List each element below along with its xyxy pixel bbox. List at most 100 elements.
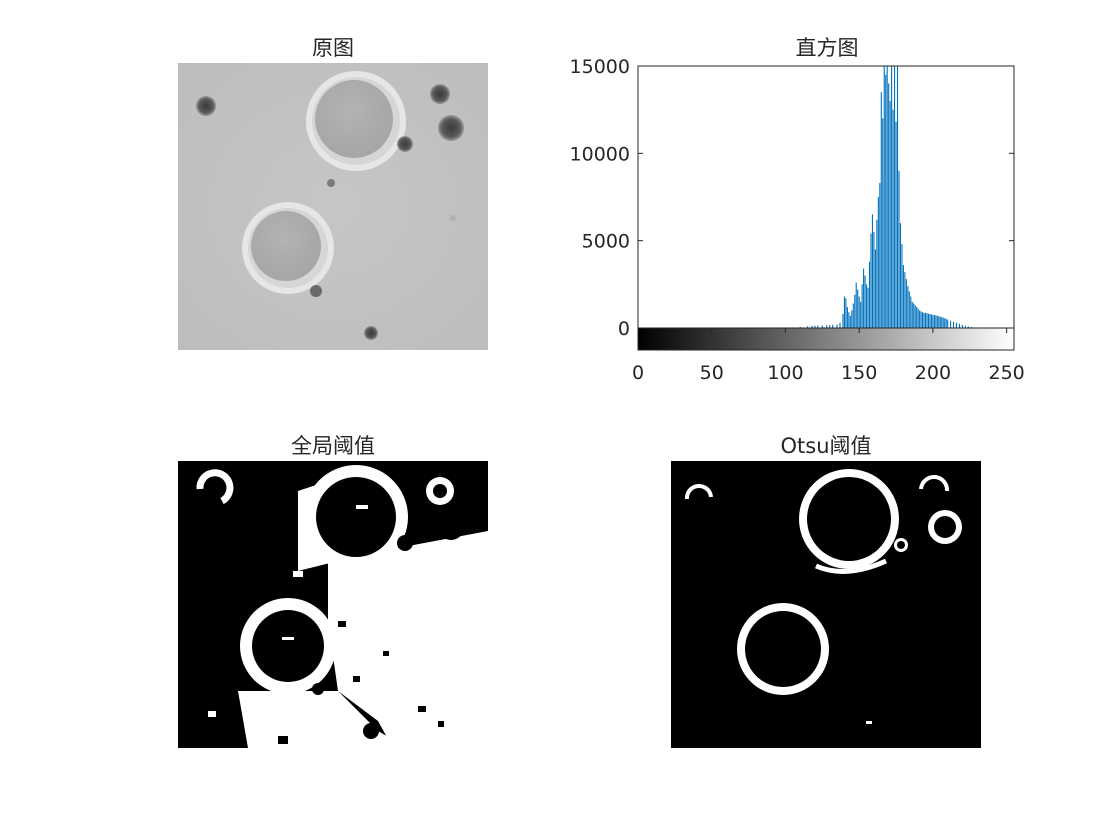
histogram-bar xyxy=(914,305,916,328)
histogram-bar xyxy=(950,320,952,328)
x-tick-label: 250 xyxy=(988,362,1024,384)
histogram-bar xyxy=(876,219,878,328)
histogram-bar xyxy=(874,249,876,328)
histogram-bar xyxy=(877,197,879,328)
histogram-bar xyxy=(935,315,937,328)
histogram-bar xyxy=(916,307,918,328)
histogram-bar xyxy=(817,325,819,328)
histogram-bar xyxy=(944,318,946,328)
histogram-bar xyxy=(904,272,906,328)
histogram-bar xyxy=(814,325,816,328)
histogram-bar xyxy=(967,326,969,328)
histogram-bar xyxy=(882,118,884,329)
histogram-bar xyxy=(883,66,885,328)
histogram-bar xyxy=(852,303,854,328)
histogram-bar xyxy=(919,310,921,328)
histogram-title: 直方图 xyxy=(795,36,859,60)
histogram-bar xyxy=(955,322,958,328)
histogram-bar xyxy=(848,312,850,328)
histogram-bar xyxy=(867,287,869,328)
x-tick-label: 50 xyxy=(700,362,724,384)
histogram-bar xyxy=(898,170,900,328)
histogram-plot-frame xyxy=(637,65,1015,329)
histogram-bar xyxy=(952,321,955,328)
histogram-bar xyxy=(868,261,871,328)
histogram-bar xyxy=(924,312,927,328)
histogram-bar xyxy=(922,312,924,328)
histogram-bar xyxy=(886,66,888,328)
histogram-bar xyxy=(864,275,866,328)
histogram-bar xyxy=(910,296,912,328)
histogram-bar xyxy=(926,313,928,328)
histogram-bar xyxy=(938,316,940,328)
histogram-bar xyxy=(920,311,922,328)
grayscale-colorbar xyxy=(637,327,1015,351)
histogram-bar xyxy=(829,325,831,328)
histogram-bar xyxy=(939,316,941,328)
histogram-bar xyxy=(902,265,904,328)
histogram-bar xyxy=(961,324,963,328)
histogram-bar xyxy=(873,231,875,328)
y-tick-label: 15000 xyxy=(570,56,630,78)
y-tick-label: 5000 xyxy=(582,231,630,253)
histogram-bar xyxy=(901,244,903,328)
histogram-bar xyxy=(929,314,931,328)
histogram-bar xyxy=(832,324,834,328)
original-image-title: 原图 xyxy=(312,36,354,60)
histogram-bar xyxy=(807,326,809,328)
histogram-bar xyxy=(836,324,838,328)
original-image xyxy=(178,63,488,350)
histogram-bar xyxy=(942,317,944,328)
histogram-bar xyxy=(851,310,853,328)
histogram-bar xyxy=(826,325,828,328)
histogram-bar xyxy=(870,233,872,328)
histogram-bar xyxy=(932,314,934,328)
y-tick-label: 10000 xyxy=(570,143,630,165)
histogram-bar xyxy=(923,312,925,328)
histogram-bar xyxy=(843,296,845,328)
histogram-bar xyxy=(842,314,844,328)
x-tick-label: 150 xyxy=(841,362,877,384)
x-tick-label: 200 xyxy=(915,362,951,384)
histogram-bar xyxy=(908,291,910,328)
histogram-bar xyxy=(861,284,863,328)
histogram-bar xyxy=(907,286,909,328)
histogram-bar xyxy=(913,303,915,328)
otsu-threshold-image xyxy=(671,461,981,748)
histogram-bar xyxy=(871,214,873,328)
x-tick-label: 100 xyxy=(767,362,803,384)
histogram-bar xyxy=(941,317,943,328)
histogram-bar xyxy=(891,66,893,328)
histogram-bar xyxy=(895,121,897,328)
histogram-bar xyxy=(958,323,960,328)
histogram-bar xyxy=(888,83,890,328)
histogram-bar xyxy=(865,284,868,328)
histogram-chart: 0 5000 10000 15000 0 50 100 150 200 250 xyxy=(570,56,1025,384)
histogram-bar xyxy=(821,325,823,328)
histogram-bar xyxy=(927,313,930,328)
histogram-bar xyxy=(947,319,949,328)
histogram-bar xyxy=(905,279,907,328)
histogram-bar xyxy=(849,315,851,328)
histogram-bar xyxy=(854,294,856,328)
x-tick-label: 0 xyxy=(632,362,644,384)
histogram-bar xyxy=(911,301,913,328)
histogram-bar xyxy=(879,183,881,328)
global-threshold-title: 全局阈值 xyxy=(291,434,375,458)
histogram-bar xyxy=(846,307,848,328)
histogram-bar xyxy=(857,289,859,328)
histogram-bar xyxy=(811,325,813,328)
histogram-bar xyxy=(839,322,841,328)
histogram-bar xyxy=(855,282,857,328)
histogram-bar xyxy=(858,296,860,328)
histogram-bar xyxy=(894,66,896,328)
histogram-bar xyxy=(896,66,899,328)
otsu-threshold-title: Otsu阈值 xyxy=(780,434,872,458)
histogram-bar xyxy=(899,223,902,328)
histogram-bar xyxy=(799,326,801,328)
histogram-bar xyxy=(880,92,882,328)
histogram-bar xyxy=(863,268,865,328)
histogram-bar xyxy=(917,308,919,328)
y-tick-label: 0 xyxy=(618,318,630,340)
histogram-bar xyxy=(885,74,887,328)
